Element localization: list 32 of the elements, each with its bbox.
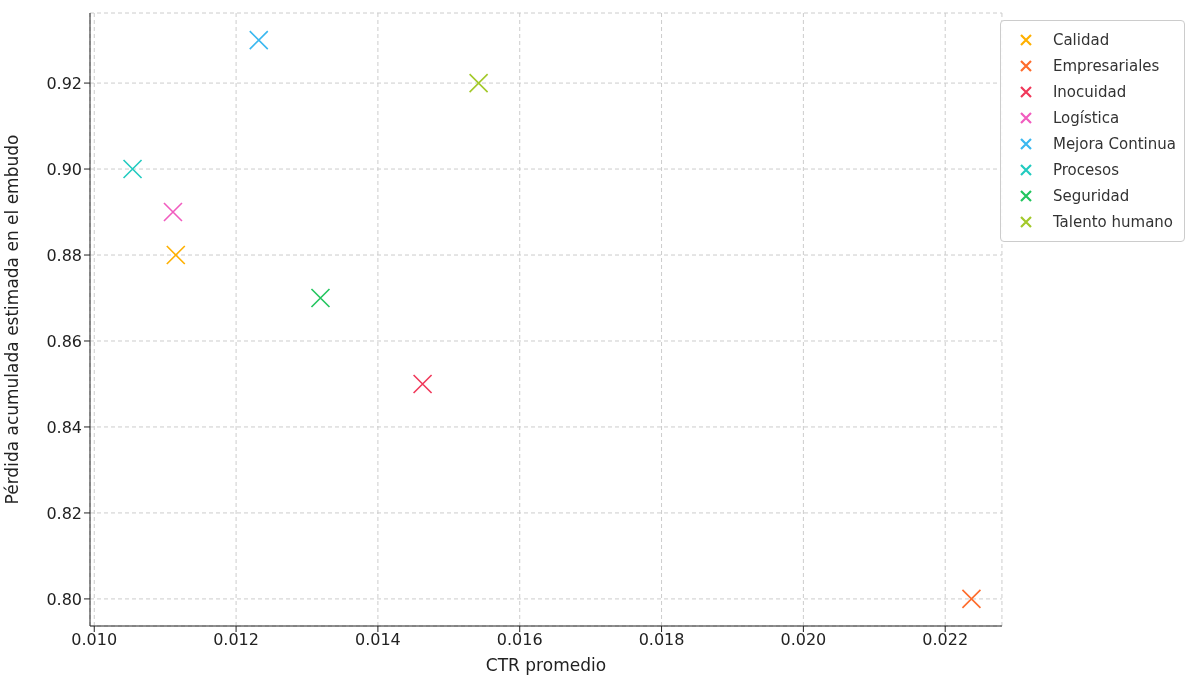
legend-label: Logística — [1052, 109, 1120, 127]
y-tick-label: 0.88 — [46, 245, 82, 265]
y-axis-title: Pérdida acumulada estimada en el embudo — [2, 134, 23, 505]
legend-label: Talento humano — [1052, 213, 1174, 231]
point — [961, 589, 982, 609]
x-tick-label: 0.010 — [71, 630, 118, 650]
x-tick-label: 0.022 — [922, 630, 969, 650]
x-tick-label: 0.020 — [780, 630, 827, 650]
legend-label: Procesos — [1052, 161, 1120, 179]
point — [412, 374, 433, 394]
x-tick-label: 0.018 — [638, 630, 685, 650]
x-tick-label: 0.012 — [213, 630, 259, 650]
legend-label: Seguridad — [1052, 187, 1130, 205]
x-axis-title: CTR promedio — [485, 655, 607, 675]
point — [468, 73, 489, 93]
y-tick-label: 0.92 — [46, 73, 82, 93]
point — [166, 245, 186, 265]
x-tick-label: 0.016 — [496, 630, 543, 650]
y-tick-label: 0.84 — [46, 417, 82, 437]
point — [122, 159, 143, 179]
point — [163, 202, 183, 222]
y-tick-label: 0.80 — [46, 589, 82, 609]
y-tick-label: 0.82 — [46, 503, 82, 523]
y-tick-label: 0.90 — [46, 159, 82, 179]
x-tick-label: 0.014 — [355, 630, 401, 650]
legend-label: Mejora Continua — [1052, 135, 1176, 153]
point — [310, 288, 331, 308]
legend-label: Empresariales — [1052, 57, 1160, 75]
y-tick-label: 0.86 — [46, 331, 82, 351]
legend-label: Calidad — [1052, 31, 1110, 49]
point — [248, 30, 269, 50]
legend-label: Inocuidad — [1052, 83, 1127, 101]
